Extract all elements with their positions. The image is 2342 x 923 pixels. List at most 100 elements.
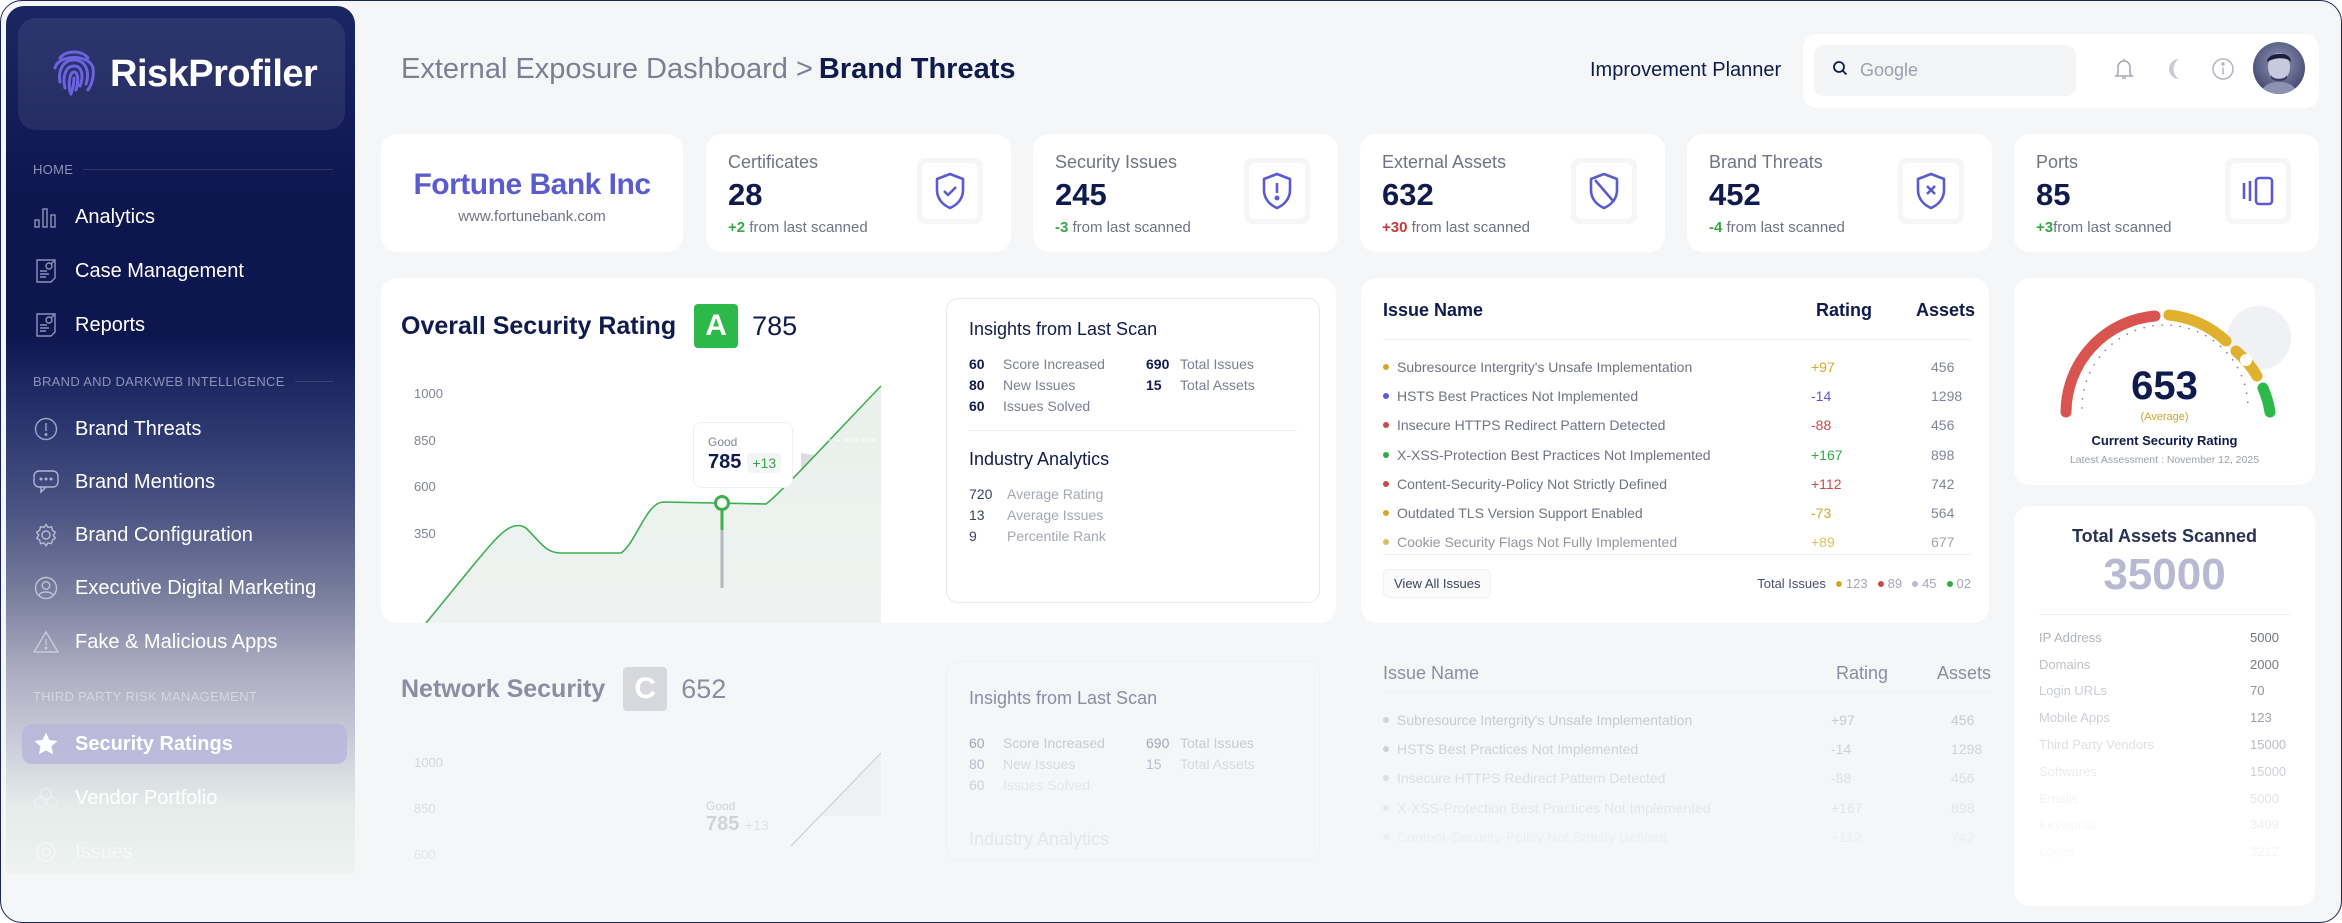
issue-name: Insecure HTTPS Redirect Pattern Detected [1397,417,1666,434]
sidebar-item-reports[interactable]: Reports [33,305,343,345]
issue-rating: -14 [1831,740,1852,757]
table-row[interactable]: X-XSS-Protection Best Practices Not Impl… [1383,440,1971,469]
table-row[interactable]: HSTS Best Practices Not Implemented -14 12… [1383,381,1971,410]
delta-value: -3 [1055,219,1069,236]
sidebar: RiskProfiler HOME Analytics Case Managem… [6,6,355,874]
table-row[interactable]: Insecure HTTPS Redirect Pattern Detected… [1383,411,1971,440]
issue-assets: 1298 [1951,740,1983,757]
total-assets-title: Total Assets Scanned [2071,526,2258,546]
sidebar-item-brand-mentions[interactable]: Brand Mentions [33,462,343,502]
sidebar-item-vendor-portfolio[interactable]: Vendor Portfolio [33,778,343,818]
asset-row: Third Party Vendors 15000 [2039,731,2290,758]
stat-card-external-assets[interactable]: External Assets 632 +30 from last scanne… [1360,134,1665,252]
total-issues-item: 45 [1912,576,1937,591]
issues-table-footer: View All Issues Total Issues 123 89 45 0… [1383,554,1971,598]
stat-value: 85 [2036,177,2071,212]
stat-card-ports[interactable]: Ports 85 +3from last scanned [2014,134,2319,252]
sidebar-item-label: Issues [75,840,133,863]
issue-name: Subresource Intergrity's Unsafe Implemen… [1397,711,1693,728]
sidebar-item-executive-digital-marketing[interactable]: Executive Digital Marketing [33,568,343,608]
total-issues-value: 89 [1887,576,1903,591]
status-dot [1383,775,1389,782]
sidebar-item-case-management[interactable]: Case Management [33,251,343,291]
fingerprint-logo-icon [50,46,98,103]
insight-label: New Issues [1003,756,1076,772]
sidebar-item-analytics[interactable]: Analytics [33,197,343,237]
issue-assets: 456 [1931,358,1955,375]
stat-card-brand-threats[interactable]: Brand Threats 452 -4 from last scanned [1687,134,1992,252]
issue-name: X-XSS-Protection Best Practices Not Impl… [1397,446,1711,463]
issue-assets: 742 [1931,475,1955,492]
company-url[interactable]: www.fortunebank.com [458,208,606,225]
total-issues-item: 123 [1835,576,1868,591]
search-input[interactable] [1860,60,2060,81]
total-issues-item: 89 [1877,576,1903,591]
status-dot [1383,539,1389,546]
asset-label: Softwares [2039,763,2097,779]
section-label-home: HOME [33,162,333,177]
net-tooltip: Good 785 +13 [706,799,769,836]
column-header-issue-name[interactable]: Issue Name [1383,300,1484,320]
total-issues-label: Total Issues [1757,576,1826,591]
y-tick: 600 [414,847,436,862]
column-header-assets: Assets [1936,663,1991,683]
sidebar-item-fake-malicious-apps[interactable]: Fake & Malicious Apps [33,622,343,662]
sidebar-item-security-ratings[interactable]: Security Ratings [22,724,347,764]
industry-analytics-list: 720 Average Rating 13 Average Issues 9 Perc… [969,486,1319,544]
column-header-assets[interactable]: Assets [1916,300,1976,320]
cubes-icon [33,785,59,811]
breadcrumb-parent[interactable]: External Exposure Dashboard > [401,53,813,85]
sidebar-item-brand-threats[interactable]: Brand Threats [33,409,343,449]
stat-value: 452 [1709,177,1761,212]
table-row[interactable]: Content-Security-Policy Not Strictly Def… [1383,469,1971,498]
grade-badge: A [694,304,739,348]
gauge-assessment-date: Latest Assessment : November 12, 2025 [2069,454,2260,466]
logo[interactable]: RiskProfiler [18,18,345,130]
table-row[interactable]: Cookie Security Flags Not Fully Implemen… [1383,528,1971,557]
user-avatar[interactable] [2253,42,2305,94]
sidebar-item-issues[interactable]: Issues [33,832,343,872]
insight-num: 690 [1146,735,1170,751]
insight-num: 60 [969,356,985,372]
issue-assets: 742 [1951,828,1975,845]
issue-assets: 564 [1931,505,1955,522]
total-assets-value: 35000 [2103,550,2226,599]
stat-delta: +3from last scanned [2036,219,2319,236]
table-row[interactable]: Subresource Intergrity's Unsafe Implemen… [1383,352,1971,381]
column-header-rating[interactable]: Rating [1816,300,1872,320]
status-dot [1383,716,1389,723]
sidebar-item-label: Brand Configuration [75,523,253,546]
tooltip-delta: +13 [744,817,769,833]
stat-card-security-issues[interactable]: Security Issues 245 -3 from last scanned [1033,134,1338,252]
user-circle-icon [33,575,59,601]
view-all-issues-button[interactable]: View All Issues [1383,569,1492,598]
stat-value: 28 [728,177,763,212]
gauge-value: 653 [2131,364,2198,408]
asset-row: Domains 2000 [2039,651,2290,678]
info-icon[interactable] [2208,54,2238,84]
net-insights-panel: Insights from Last Scan 60 Score Increase… [946,661,1320,861]
dark-mode-moon-icon[interactable] [2159,54,2189,84]
asset-value: 5000 [2250,790,2279,806]
issue-assets: 456 [1951,770,1975,787]
bar-chart-icon [33,204,59,230]
net-issues-rows: Subresource Intergrity's Unsafe Implemen… [1383,705,1991,851]
sidebar-item-label: Executive Digital Marketing [75,576,317,599]
gear-icon [33,522,59,548]
stat-delta: -3 from last scanned [1055,219,1338,236]
rating-area-chart[interactable] [381,278,941,623]
search-icon [1832,60,1848,81]
stat-delta: +2 from last scanned [728,219,1011,236]
insight-num: 60 [969,735,985,751]
tooltip-label: Good [706,799,736,813]
insight-label: Issues Solved [1003,777,1091,793]
asset-label: IP Address [2039,629,2102,645]
improvement-planner-link[interactable]: Improvement Planner [1590,59,1782,81]
stat-card-certificates[interactable]: Certificates 28 +2 from last scanned [706,134,1011,252]
divider [969,430,1297,431]
sidebar-item-brand-configuration[interactable]: Brand Configuration [33,515,343,555]
grade-badge: C [623,667,668,711]
issues-table-body: Subresource Intergrity's Unsafe Implemen… [1383,352,1971,557]
table-row[interactable]: Outdated TLS Version Support Enabled -73 5… [1383,498,1971,527]
bell-icon[interactable] [2109,54,2139,84]
